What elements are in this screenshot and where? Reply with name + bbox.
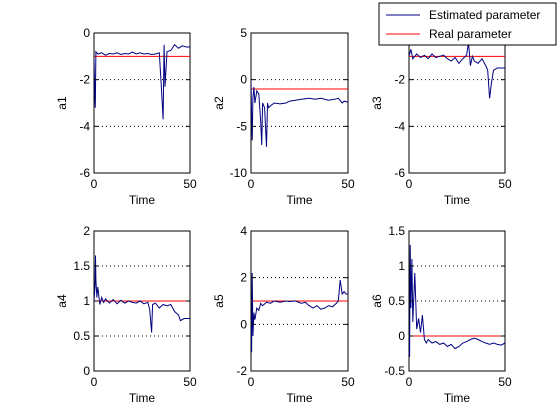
subplot-a4: 0 0.5 1 1.5 2 0 50 Time a4 (55, 224, 197, 405)
axes-box (408, 32, 506, 174)
series-estimated-line (409, 244, 505, 358)
legend-label-real: Real parameter (429, 27, 512, 41)
y-tick-label: 1 (398, 259, 405, 273)
y-axis-label: a1 (55, 96, 69, 110)
legend-label-estimated: Estimated parameter (429, 8, 540, 22)
x-axis-label: Time (444, 391, 471, 405)
subplots: -6-4-20050Timea1-10-505050Timea2-6-4-200… (55, 26, 512, 405)
series-estimated-line (409, 42, 505, 99)
y-axis-label: a5 (212, 294, 226, 308)
y-tick-label: 1.5 (388, 224, 405, 238)
x-tick-label: 50 (341, 375, 355, 389)
x-tick-label: 50 (341, 177, 355, 191)
y-tick-label: -2 (236, 364, 247, 378)
y-tick-label: 1 (83, 294, 90, 308)
y-tick-label: -2 (79, 73, 90, 87)
series-estimated-line (94, 43, 190, 120)
y-tick-label: -0.5 (384, 364, 405, 378)
x-axis-label: Time (129, 193, 156, 207)
subplot-a1: -6 -4 -2 0 0 50 Time a1 (55, 26, 197, 207)
y-tick-label: 2 (240, 271, 247, 285)
y-tick-label: 0 (83, 364, 90, 378)
series-estimated-line (251, 79, 348, 147)
x-tick-label: 0 (91, 375, 98, 389)
x-tick-label: 0 (91, 177, 98, 191)
x-tick-label: 0 (406, 177, 413, 191)
x-tick-label: 50 (498, 177, 512, 191)
y-tick-label: 0 (398, 329, 405, 343)
axes-box (250, 32, 349, 174)
y-tick-label: -5 (236, 119, 247, 133)
y-axis-label: a2 (212, 96, 226, 110)
legend-box (378, 2, 557, 46)
x-tick-label: 0 (406, 375, 413, 389)
series-estimated-line (251, 272, 348, 353)
y-axis-label: a6 (370, 294, 384, 308)
x-tick-label: 0 (248, 375, 255, 389)
x-tick-label: 50 (498, 375, 512, 389)
y-tick-label: 1.5 (73, 259, 90, 273)
y-tick-label: 5 (240, 26, 247, 40)
y-tick-label: 0 (83, 26, 90, 40)
y-tick-label: -6 (79, 166, 90, 180)
y-tick-label: 0.5 (73, 329, 90, 343)
y-tick-label: 0 (240, 73, 247, 87)
y-tick-label: -4 (394, 119, 405, 133)
x-axis-label: Time (129, 391, 156, 405)
y-axis-label: a4 (55, 294, 69, 308)
series-estimated-line (94, 255, 190, 333)
x-tick-label: 50 (183, 375, 197, 389)
y-tick-label: 0 (240, 317, 247, 331)
y-tick-label: 4 (240, 224, 247, 238)
y-tick-label: 0.5 (388, 294, 405, 308)
y-tick-label: -6 (394, 166, 405, 180)
x-axis-label: Time (286, 391, 313, 405)
x-axis-label: Time (444, 193, 471, 207)
subplot-a3: -6-4-20050Timea3 (370, 26, 512, 207)
y-axis-label: a3 (370, 96, 384, 110)
legend: Estimated parameter Real parameter (378, 2, 557, 46)
y-tick-label: -4 (79, 119, 90, 133)
y-tick-label: -10 (230, 166, 248, 180)
y-tick-label: -2 (394, 73, 405, 87)
x-axis-label: Time (286, 193, 313, 207)
x-tick-label: 50 (183, 177, 197, 191)
x-tick-label: 0 (248, 177, 255, 191)
y-tick-label: 2 (83, 224, 90, 238)
